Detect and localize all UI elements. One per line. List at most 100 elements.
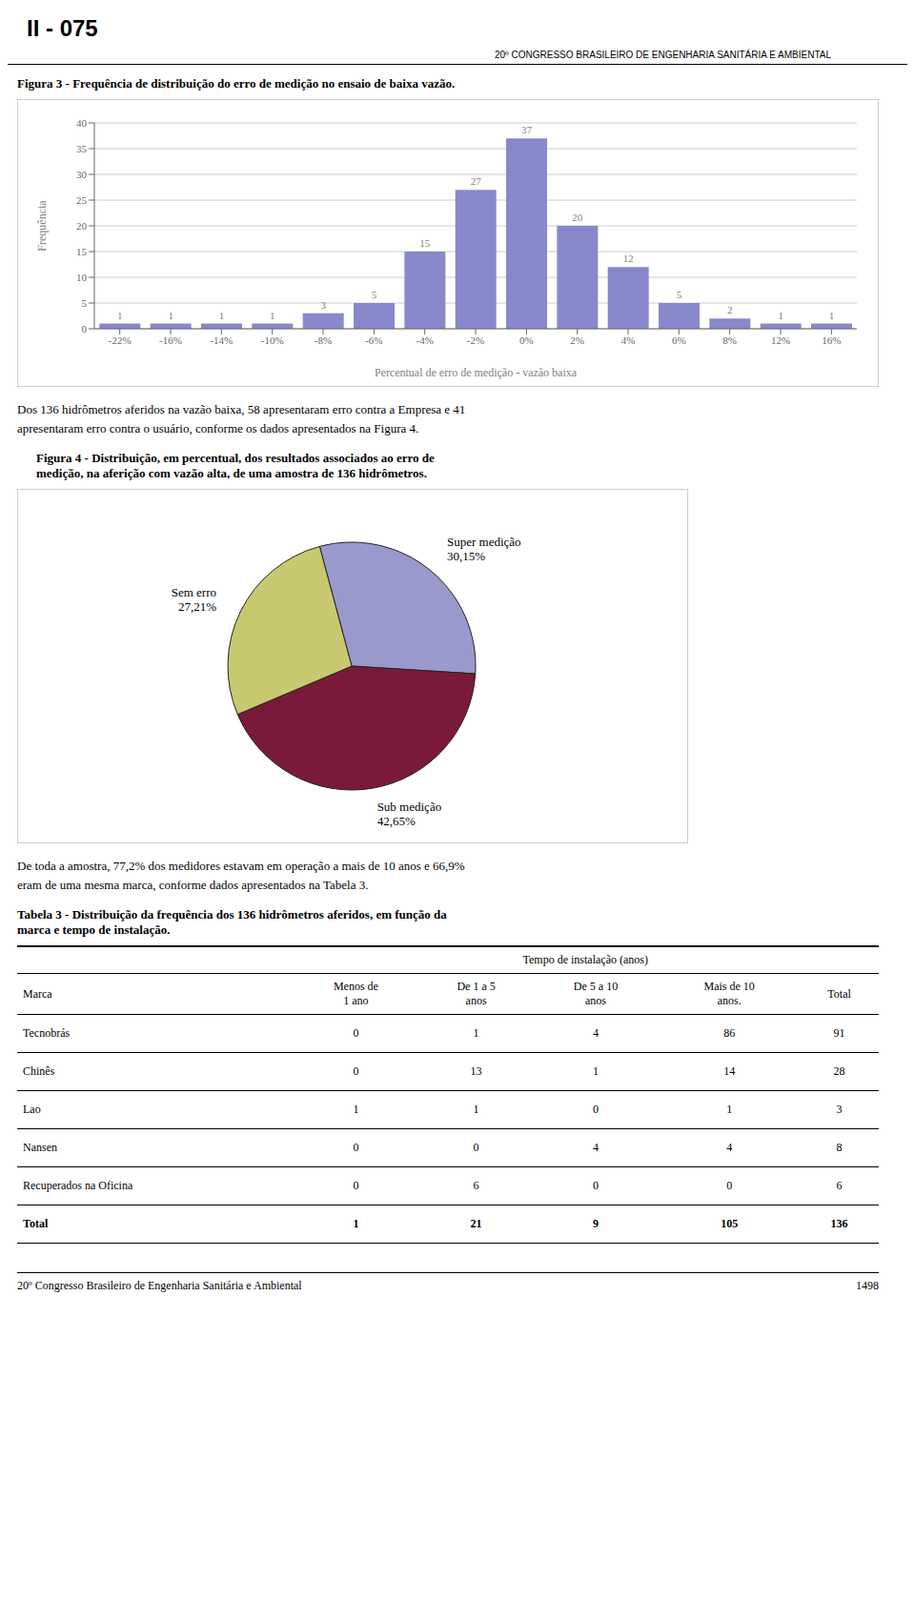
html-text:Nansen: Nansen bbox=[22, 1140, 58, 1155]
svg-text:16%: 16% bbox=[821, 334, 841, 346]
svg-text:-6%: -6% bbox=[365, 334, 383, 346]
svg-text:-10%: -10% bbox=[261, 334, 285, 346]
html-text:De 5 a 10: De 5 a 10 bbox=[573, 979, 618, 994]
svg-text:40: 40 bbox=[76, 117, 88, 129]
html-text:20º Congresso Brasileiro de En: 20º Congresso Brasileiro de Engenharia S… bbox=[17, 1279, 302, 1293]
svg-text:15: 15 bbox=[419, 237, 431, 249]
html-text:4: 4 bbox=[592, 1026, 599, 1040]
svg-text:0%: 0% bbox=[519, 334, 534, 346]
html-text:0: 0 bbox=[726, 1179, 733, 1193]
html-text:Figura 3 - Frequência de distr: Figura 3 - Frequência de distribuição do… bbox=[17, 76, 455, 91]
html-text:3: 3 bbox=[836, 1102, 843, 1117]
html-text:1498: 1498 bbox=[855, 1279, 879, 1293]
svg-text:Sem erro27,21%: Sem erro27,21% bbox=[171, 585, 217, 615]
svg-text:Super medição30,15%: Super medição30,15% bbox=[447, 534, 522, 565]
html-text:II - 075: II - 075 bbox=[26, 15, 98, 41]
svg-text:5: 5 bbox=[371, 288, 378, 301]
html-text:1: 1 bbox=[473, 1102, 480, 1117]
svg-text:15: 15 bbox=[76, 245, 88, 258]
svg-text:6%: 6% bbox=[671, 334, 687, 346]
html-text:0: 0 bbox=[473, 1140, 480, 1155]
svg-text:5: 5 bbox=[676, 288, 683, 301]
html-text:Total: Total bbox=[827, 986, 851, 1001]
html-text:eram de uma mesma marca, confo: eram de uma mesma marca, conforme dados … bbox=[17, 877, 369, 892]
svg-text:20: 20 bbox=[76, 220, 88, 232]
html-text:1 ano: 1 ano bbox=[343, 994, 369, 1008]
svg-text:Sub medição42,65%: Sub medição42,65% bbox=[377, 799, 443, 830]
html-text:136: 136 bbox=[830, 1217, 848, 1231]
html-text:91: 91 bbox=[833, 1026, 846, 1040]
html-text:86: 86 bbox=[723, 1026, 736, 1040]
svg-text:12: 12 bbox=[623, 252, 634, 265]
html-text:Marca: Marca bbox=[22, 986, 53, 1001]
svg-text:25: 25 bbox=[76, 194, 88, 206]
svg-text:10: 10 bbox=[76, 271, 88, 284]
svg-text:-8%: -8% bbox=[314, 334, 332, 346]
svg-text:37: 37 bbox=[521, 123, 533, 136]
html-text:Tecnobrás: Tecnobrás bbox=[22, 1026, 70, 1040]
html-text:21: 21 bbox=[470, 1217, 482, 1231]
svg-text:8%: 8% bbox=[722, 334, 737, 346]
html-text:Dos 136 hidrômetros aferidos n: Dos 136 hidrômetros aferidos na vazão ba… bbox=[17, 402, 466, 417]
html-text:6: 6 bbox=[836, 1179, 843, 1193]
svg-text:1: 1 bbox=[117, 309, 123, 322]
svg-text:2%: 2% bbox=[569, 334, 585, 346]
html-text:marca e tempo de instalação.: marca e tempo de instalação. bbox=[17, 922, 171, 937]
svg-text:-14%: -14% bbox=[209, 334, 233, 346]
html-text:anos: anos bbox=[585, 994, 607, 1008]
html-text:0: 0 bbox=[353, 1026, 359, 1040]
html-text:0: 0 bbox=[592, 1102, 599, 1117]
html-text:De toda a amostra, 77,2% dos m: De toda a amostra, 77,2% dos medidores e… bbox=[17, 858, 465, 874]
html-text:4: 4 bbox=[592, 1140, 599, 1155]
svg-text:1: 1 bbox=[167, 309, 174, 322]
html-text:1: 1 bbox=[726, 1102, 733, 1117]
html-text:apresentaram erro contra o usu: apresentaram erro contra o usuário, conf… bbox=[17, 420, 419, 436]
html-text:Figura 4 - Distribuição, em pe: Figura 4 - Distribuição, em percentual, … bbox=[36, 450, 435, 466]
html-text:1: 1 bbox=[592, 1064, 599, 1078]
html-text:9: 9 bbox=[592, 1217, 599, 1231]
svg-text:3: 3 bbox=[320, 299, 326, 311]
svg-text:Frequência: Frequência bbox=[35, 200, 49, 252]
svg-text:2: 2 bbox=[727, 304, 733, 316]
html-text:Recuperados na Oficina: Recuperados na Oficina bbox=[22, 1179, 133, 1193]
svg-text:-16%: -16% bbox=[159, 334, 183, 346]
svg-text:0: 0 bbox=[81, 323, 88, 335]
svg-text:1: 1 bbox=[777, 309, 784, 322]
svg-text:35: 35 bbox=[76, 142, 88, 155]
html-text:20º CONGRESSO BRASILEIRO DE EN: 20º CONGRESSO BRASILEIRO DE ENGENHARIA S… bbox=[494, 49, 832, 61]
html-text:105: 105 bbox=[720, 1217, 738, 1231]
html-text:anos: anos bbox=[465, 994, 487, 1008]
html-text:Tabela 3 - Distribuição da fre: Tabela 3 - Distribuição da frequência do… bbox=[17, 907, 447, 922]
html-text:Total: Total bbox=[22, 1217, 48, 1231]
html-text:4: 4 bbox=[726, 1140, 733, 1155]
html-text:anos.: anos. bbox=[717, 994, 742, 1008]
html-text:0: 0 bbox=[592, 1179, 599, 1193]
svg-text:-2%: -2% bbox=[467, 334, 485, 346]
html-text:14: 14 bbox=[723, 1064, 736, 1078]
svg-text:30: 30 bbox=[76, 168, 88, 181]
svg-text:1: 1 bbox=[829, 309, 835, 322]
svg-text:12%: 12% bbox=[771, 334, 791, 346]
html-text:De 1 a 5: De 1 a 5 bbox=[456, 979, 496, 994]
svg-text:-22%: -22% bbox=[108, 334, 132, 346]
html-text:6: 6 bbox=[473, 1179, 480, 1193]
svg-text:-4%: -4% bbox=[416, 334, 434, 346]
html-text:13: 13 bbox=[470, 1064, 482, 1078]
html-text:Tempo de instalação (anos): Tempo de instalação (anos) bbox=[522, 953, 649, 967]
svg-text:Percentual de erro de medição: Percentual de erro de medição - vazão ba… bbox=[374, 366, 578, 380]
svg-text:4%: 4% bbox=[621, 334, 636, 346]
svg-text:5: 5 bbox=[81, 297, 88, 309]
html-text:Mais de 10: Mais de 10 bbox=[703, 979, 755, 994]
html-text:8: 8 bbox=[836, 1140, 843, 1155]
svg-text:1: 1 bbox=[219, 309, 225, 322]
svg-text:1: 1 bbox=[269, 309, 276, 322]
html-text:28: 28 bbox=[833, 1064, 846, 1078]
html-text:Lao: Lao bbox=[22, 1102, 41, 1117]
html-text:0: 0 bbox=[353, 1064, 359, 1078]
html-text:Chinês: Chinês bbox=[22, 1064, 55, 1078]
html-text:medição, na aferição com vazão: medição, na aferição com vazão alta, de … bbox=[36, 466, 427, 481]
svg-text:20: 20 bbox=[571, 211, 584, 224]
html-text:1: 1 bbox=[473, 1026, 480, 1040]
svg-text:27: 27 bbox=[470, 175, 483, 187]
html-text:Menos de: Menos de bbox=[333, 979, 379, 994]
